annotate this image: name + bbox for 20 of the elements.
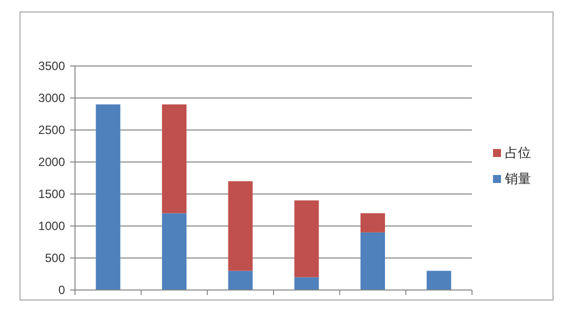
legend-label: 占位: [505, 145, 531, 160]
bar: [228, 181, 253, 271]
bar: [294, 200, 319, 278]
y-tick-label: 1500: [38, 187, 66, 201]
legend-label: 销量: [504, 171, 531, 186]
bar: [162, 213, 186, 290]
bar: [228, 270, 253, 290]
y-tick-label: 0: [58, 283, 66, 297]
bar: [294, 277, 319, 290]
y-tick-label: 2000: [38, 155, 66, 169]
bar: [162, 104, 186, 214]
y-tick-label: 2500: [38, 123, 66, 137]
bar: [96, 104, 120, 290]
bar: [426, 270, 452, 290]
y-tick-label: 500: [44, 251, 66, 265]
bar: [360, 232, 385, 290]
y-tick-label: 3500: [38, 59, 66, 73]
y-tick-label: 3000: [38, 91, 66, 105]
y-tick-label: 1000: [38, 219, 66, 233]
bar: [360, 213, 385, 232]
